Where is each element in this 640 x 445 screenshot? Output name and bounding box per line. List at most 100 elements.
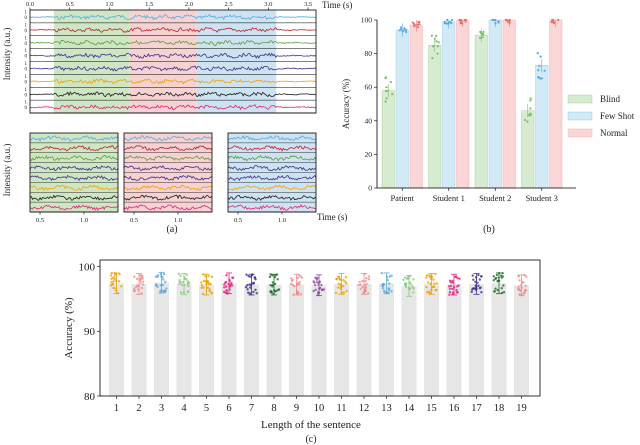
- panel-b-xtick-label: Student 2: [479, 193, 511, 203]
- panel-c-xtick-label: 8: [271, 403, 276, 414]
- panel-c-point: [244, 285, 248, 289]
- panel-c-point: [390, 290, 393, 293]
- panel-b-point: [437, 41, 440, 44]
- panel-c-point: [230, 281, 233, 285]
- panel-b-ytick-label: 100: [361, 16, 373, 25]
- panel-c-point: [451, 287, 454, 291]
- panel-c-point: [501, 275, 504, 278]
- panel-c-point: [403, 282, 407, 285]
- panel-c-point: [225, 274, 228, 277]
- panel-c-point: [255, 292, 258, 295]
- panel-b-point: [418, 23, 421, 26]
- panel-c-point: [139, 281, 142, 284]
- panel-b-point: [482, 30, 485, 34]
- panel-c-point: [500, 287, 503, 290]
- panel-c-point: [273, 282, 277, 286]
- panel-a-zoom-signal: [29, 175, 119, 182]
- panel-a-zoom-signal: [227, 204, 317, 211]
- panel-c-xtick-label: 4: [181, 403, 187, 414]
- panel-a-top-ytick-label: 1: [25, 88, 28, 93]
- panel-c-point: [366, 292, 370, 295]
- panel-a-zoom-subplot: 0.5 1.0: [29, 132, 119, 224]
- panel-b-point: [479, 31, 482, 34]
- panel-c-point: [314, 276, 317, 280]
- panel-c-point: [448, 293, 451, 296]
- panel-c-point: [165, 287, 168, 290]
- panel-a-zoom-signal: [123, 145, 213, 152]
- panel-c-point: [185, 273, 188, 277]
- panel-c-point: [315, 281, 319, 284]
- panel-c-point: [403, 276, 407, 279]
- panel-a-top-xtick-label: 1.5: [145, 1, 153, 8]
- panel-c-point: [210, 275, 214, 279]
- panel-a-top-ytick-label: 0: [25, 106, 28, 111]
- panel-a-zoom-xtick-label: 1.0: [80, 217, 88, 224]
- panel-c-ylabel: Accuracy (%): [63, 297, 75, 359]
- panel-c-point: [457, 284, 460, 287]
- panel-c-bar: [199, 284, 214, 396]
- panel-c-point: [382, 283, 386, 286]
- panel-c-point: [493, 290, 496, 293]
- panel-c-point: [345, 290, 348, 293]
- panel-b-ytick-label: 0: [368, 184, 372, 193]
- panel-b-bar: [535, 65, 549, 189]
- panel-c-point: [186, 280, 190, 283]
- panel-c-point: [177, 272, 181, 276]
- panel-b-point: [543, 69, 546, 72]
- panel-a-zoom-signal: [123, 165, 213, 171]
- panel-c-point: [380, 271, 384, 275]
- panel-c-point: [163, 290, 167, 294]
- panel-c-point: [204, 275, 207, 278]
- panel-b-point: [481, 36, 484, 39]
- panel-c-point: [523, 273, 526, 277]
- panel-b-point: [384, 89, 388, 93]
- panel-c-point: [142, 280, 145, 283]
- panel-c-point: [113, 275, 116, 278]
- panel-c-point: [471, 287, 475, 290]
- panel-c-point: [456, 276, 459, 280]
- panel-c-point: [320, 283, 323, 287]
- panel-a-zoom-xtick-label: 0.5: [36, 217, 44, 224]
- panel-c-point: [359, 287, 362, 291]
- panel-c-point: [334, 291, 338, 295]
- panel-b-point: [400, 28, 403, 31]
- panel-c-point: [477, 273, 480, 277]
- panel-c-point: [314, 288, 317, 292]
- panel-c-point: [341, 284, 345, 288]
- panel-c-point: [201, 273, 205, 276]
- panel-c-point: [524, 288, 527, 292]
- panel-c-point: [178, 278, 181, 282]
- panel-c-point: [364, 286, 368, 289]
- panel-b-ytick-label: 60: [365, 83, 373, 92]
- panel-c-xtick-label: 10: [314, 403, 325, 414]
- panel-c-point: [451, 279, 454, 283]
- panel-b-accuracy-bars: 0 20 40 60 80 100 Patient Student 1 Student 2 St…: [341, 16, 635, 236]
- panel-c-point: [367, 275, 371, 278]
- panel-c-point: [246, 288, 249, 291]
- panel-c-bar: [491, 283, 507, 396]
- panel-c-point: [337, 286, 340, 289]
- panel-c-point: [120, 285, 123, 288]
- panel-b-legend-swatch: [567, 94, 593, 104]
- panel-b-point: [431, 45, 435, 48]
- panel-c-point: [496, 288, 499, 292]
- panel-c-point: [296, 282, 300, 285]
- panel-c-point: [289, 282, 293, 286]
- panel-a-top-ytick-label: 0: [25, 29, 28, 34]
- panel-c-point: [223, 286, 226, 289]
- panel-c-bar: [334, 283, 349, 396]
- panel-c-point: [425, 276, 428, 279]
- panel-b-point: [435, 34, 438, 38]
- panel-b-point: [391, 92, 394, 96]
- panel-c-point: [524, 284, 527, 288]
- panel-a-zoom-frame: [227, 132, 317, 213]
- panel-c-point: [425, 274, 429, 277]
- panel-c-point: [206, 286, 209, 289]
- panel-a-top-ytick-label: 1: [25, 49, 28, 54]
- panel-c-point: [342, 291, 345, 294]
- panel-b-point: [411, 21, 414, 24]
- panel-a-signal-channel: [29, 39, 317, 46]
- panel-a-zoom-subplot: 0.5 1.0: [227, 132, 317, 224]
- panel-c-point: [517, 285, 520, 288]
